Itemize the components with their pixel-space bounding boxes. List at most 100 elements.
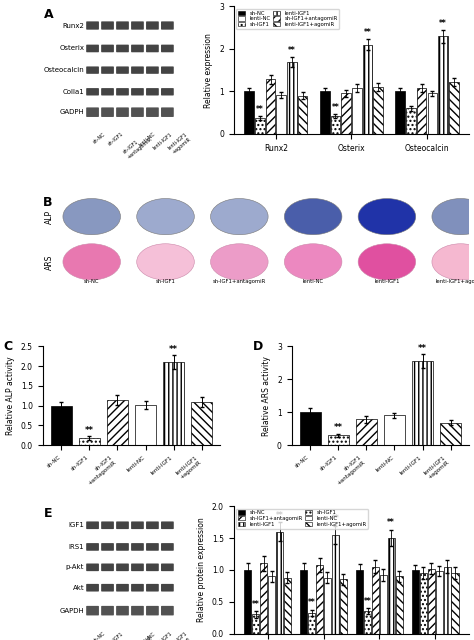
FancyBboxPatch shape xyxy=(86,522,99,529)
Text: sh-IGF1
+antagomiR: sh-IGF1 +antagomiR xyxy=(122,631,153,640)
FancyBboxPatch shape xyxy=(101,45,114,52)
FancyBboxPatch shape xyxy=(146,108,159,117)
FancyBboxPatch shape xyxy=(161,21,174,29)
FancyBboxPatch shape xyxy=(116,108,129,117)
Bar xyxy=(320,92,329,134)
Legend: sh-NC, sh-IGF1+antagomiR, lenti-IGF1, sh-IGF1, lenti-NC, lenti-IGF1+agomiR: sh-NC, sh-IGF1+antagomiR, lenti-IGF1, sh… xyxy=(236,509,368,529)
Bar xyxy=(341,93,351,134)
Bar xyxy=(79,438,100,445)
FancyBboxPatch shape xyxy=(116,584,129,591)
FancyBboxPatch shape xyxy=(131,543,144,551)
Text: sh-NC: sh-NC xyxy=(84,278,100,284)
FancyBboxPatch shape xyxy=(131,45,144,52)
Text: ALP: ALP xyxy=(45,209,54,224)
FancyBboxPatch shape xyxy=(146,543,159,551)
Text: **: ** xyxy=(308,598,316,607)
Text: sh-IGF1+antagomiR: sh-IGF1+antagomiR xyxy=(213,278,266,284)
FancyBboxPatch shape xyxy=(101,522,114,529)
FancyBboxPatch shape xyxy=(131,67,144,74)
Bar xyxy=(374,87,383,134)
Text: sh-IGF1: sh-IGF1 xyxy=(108,631,125,640)
Text: sh-IGF1
+antagomiR: sh-IGF1 +antagomiR xyxy=(122,131,153,159)
Ellipse shape xyxy=(210,244,268,280)
Text: **: ** xyxy=(288,46,296,55)
FancyBboxPatch shape xyxy=(86,108,99,117)
Bar xyxy=(135,405,156,445)
FancyBboxPatch shape xyxy=(131,563,144,571)
Ellipse shape xyxy=(137,244,194,280)
Bar xyxy=(451,573,458,634)
Text: **: ** xyxy=(85,426,94,435)
FancyBboxPatch shape xyxy=(101,606,114,616)
Text: **: ** xyxy=(252,600,260,609)
Ellipse shape xyxy=(432,198,474,235)
Text: lenti-IGF1
+agomiR: lenti-IGF1 +agomiR xyxy=(167,131,192,155)
Ellipse shape xyxy=(137,198,194,235)
FancyBboxPatch shape xyxy=(86,543,99,551)
Bar xyxy=(316,564,323,634)
Bar xyxy=(384,415,405,445)
Y-axis label: Relative expression: Relative expression xyxy=(204,33,213,108)
Text: lenti-IGF1: lenti-IGF1 xyxy=(374,278,400,284)
Text: **: ** xyxy=(331,515,339,524)
Text: Akt: Akt xyxy=(73,585,84,591)
Y-axis label: Relative ARS activity: Relative ARS activity xyxy=(262,356,271,436)
FancyBboxPatch shape xyxy=(101,543,114,551)
Bar xyxy=(330,116,340,134)
FancyBboxPatch shape xyxy=(101,108,114,117)
Bar xyxy=(428,568,435,634)
Text: **: ** xyxy=(334,423,343,432)
FancyBboxPatch shape xyxy=(116,543,129,551)
Bar xyxy=(287,61,297,134)
FancyBboxPatch shape xyxy=(86,45,99,52)
FancyBboxPatch shape xyxy=(101,21,114,29)
FancyBboxPatch shape xyxy=(131,606,144,616)
FancyBboxPatch shape xyxy=(101,67,114,74)
Bar xyxy=(396,576,403,634)
FancyBboxPatch shape xyxy=(161,522,174,529)
Bar xyxy=(417,88,427,134)
FancyBboxPatch shape xyxy=(131,108,144,117)
Bar xyxy=(364,611,371,634)
FancyBboxPatch shape xyxy=(86,21,99,29)
Bar xyxy=(428,93,437,134)
Bar xyxy=(420,573,427,634)
Bar xyxy=(300,570,307,634)
Text: p-Akt: p-Akt xyxy=(66,564,84,570)
Bar xyxy=(444,566,451,634)
Y-axis label: Relative protein expression: Relative protein expression xyxy=(197,518,206,622)
Legend: sh-NC, lenti-NC, sh-IGF1, lenti-IGF1, sh-IGF1+antagomiR, lenti-IGF1+agomiR: sh-NC, lenti-NC, sh-IGF1, lenti-IGF1, sh… xyxy=(236,9,339,29)
Text: lenti-IGF1: lenti-IGF1 xyxy=(153,631,174,640)
Ellipse shape xyxy=(63,244,120,280)
Bar xyxy=(356,570,363,634)
Ellipse shape xyxy=(210,198,268,235)
Text: E: E xyxy=(44,508,53,520)
Text: sh-NC: sh-NC xyxy=(92,631,107,640)
Text: GADPH: GADPH xyxy=(60,109,84,115)
FancyBboxPatch shape xyxy=(146,584,159,591)
Text: **: ** xyxy=(276,511,283,520)
Text: sh-IGF1: sh-IGF1 xyxy=(155,278,175,284)
FancyBboxPatch shape xyxy=(161,88,174,95)
FancyBboxPatch shape xyxy=(146,606,159,616)
FancyBboxPatch shape xyxy=(101,584,114,591)
FancyBboxPatch shape xyxy=(86,606,99,616)
Ellipse shape xyxy=(284,244,342,280)
FancyBboxPatch shape xyxy=(131,88,144,95)
Text: **: ** xyxy=(331,103,339,112)
Bar xyxy=(308,613,315,634)
Text: A: A xyxy=(44,8,54,20)
FancyBboxPatch shape xyxy=(146,21,159,29)
Text: **: ** xyxy=(364,596,372,605)
Text: C: C xyxy=(3,340,13,353)
Text: lenti-IGF1
+agomiR: lenti-IGF1 +agomiR xyxy=(167,631,192,640)
Bar xyxy=(284,577,291,634)
Bar xyxy=(352,88,362,134)
FancyBboxPatch shape xyxy=(146,45,159,52)
Bar xyxy=(340,579,347,634)
FancyBboxPatch shape xyxy=(131,584,144,591)
Bar xyxy=(436,571,443,634)
Bar xyxy=(163,362,184,445)
FancyBboxPatch shape xyxy=(146,563,159,571)
Bar xyxy=(300,412,321,445)
